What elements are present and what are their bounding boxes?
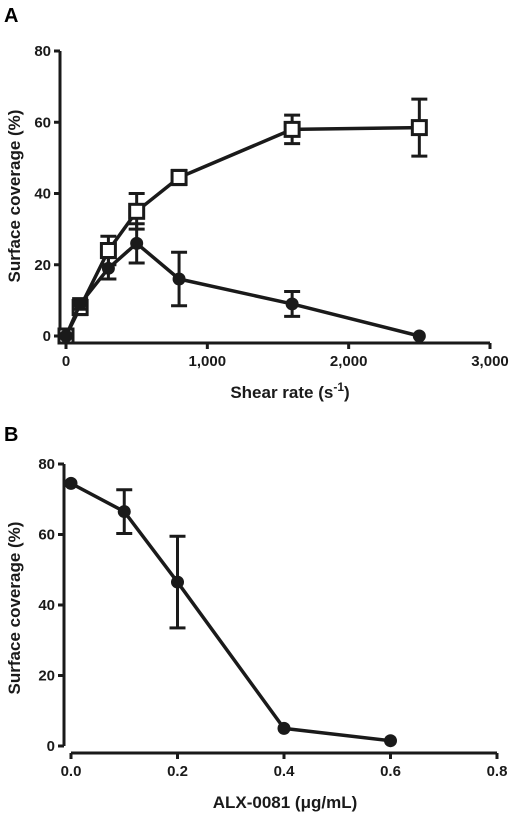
panel-b-series-1-point	[384, 734, 397, 748]
panel-b: B Surface coverage (%) ALX-0081 (μg/mL) …	[4, 424, 507, 812]
panel-b-x-axis-title: ALX-0081 (μg/mL)	[213, 793, 358, 812]
panel-a-series-2-point	[412, 329, 426, 343]
panel-b-x-tick-label: 0.8	[487, 763, 508, 780]
panel-b-x-tick-label: 0.0	[61, 763, 82, 780]
panel-a-series-1-point	[128, 202, 146, 220]
panel-b-x-tick-label: 0.6	[380, 763, 401, 780]
panel-a-series-2-point	[172, 272, 186, 286]
panel-a-series-1-point	[99, 242, 117, 259]
panel-a-y-tick-label: 60	[34, 114, 51, 131]
panel-b-x-tick-label: 0.4	[274, 763, 296, 780]
panel-b-y-tick-label: 40	[38, 597, 55, 614]
panel-b-series-1-point	[277, 721, 291, 735]
panel-a-x-tick-label: 3,000	[471, 353, 509, 370]
panel-a-series-1-point	[410, 119, 428, 137]
panel-a-series-1-point	[283, 120, 301, 138]
panel-a-series-1-point	[170, 168, 188, 186]
panel-a-y-axis-title: Surface coverage (%)	[5, 110, 24, 283]
panel-a: A Surface coverage (%) Shear rate (s-1) …	[4, 5, 509, 402]
panel-a-series-2-point	[59, 329, 73, 343]
panel-a-x-axis-title: Shear rate (s-1)	[230, 380, 349, 402]
panel-a-y-tick-label: 80	[34, 43, 51, 60]
panel-b-series-1-point	[64, 476, 78, 490]
panel-a-y-tick-label: 40	[34, 186, 51, 203]
panel-a-series-2-line	[64, 241, 420, 338]
panel-a-series-2-point	[130, 236, 144, 250]
panel-b-y-tick-label: 60	[38, 527, 55, 544]
panel-a-x-tick-label: 2,000	[330, 353, 368, 370]
panel-a-series-1-line	[64, 125, 420, 337]
panel-a-x-tick-label: 1,000	[189, 353, 227, 370]
panel-a-series-2-point	[285, 297, 299, 311]
panel-b-y-tick-label: 0	[47, 738, 55, 755]
panel-a-y-tick-label: 20	[34, 257, 51, 274]
panel-b-x-tick-label: 0.2	[167, 763, 188, 780]
panel-b-series-1-point	[117, 505, 131, 519]
panel-a-label: A	[4, 5, 18, 27]
panel-a-y-tick-label: 0	[43, 328, 51, 345]
panel-b-y-tick-label: 80	[38, 456, 55, 473]
panel-b-label: B	[4, 424, 18, 446]
panel-b-y-axis-title: Surface coverage (%)	[5, 522, 24, 695]
panel-a-series-2-point	[73, 297, 87, 311]
panel-b-series-1-line	[70, 481, 391, 743]
panel-b-series-1-point	[171, 575, 184, 589]
panel-b-y-tick-label: 20	[38, 668, 55, 685]
panel-a-x-tick-label: 0	[62, 353, 70, 370]
panel-a-series-2-point	[101, 261, 115, 275]
